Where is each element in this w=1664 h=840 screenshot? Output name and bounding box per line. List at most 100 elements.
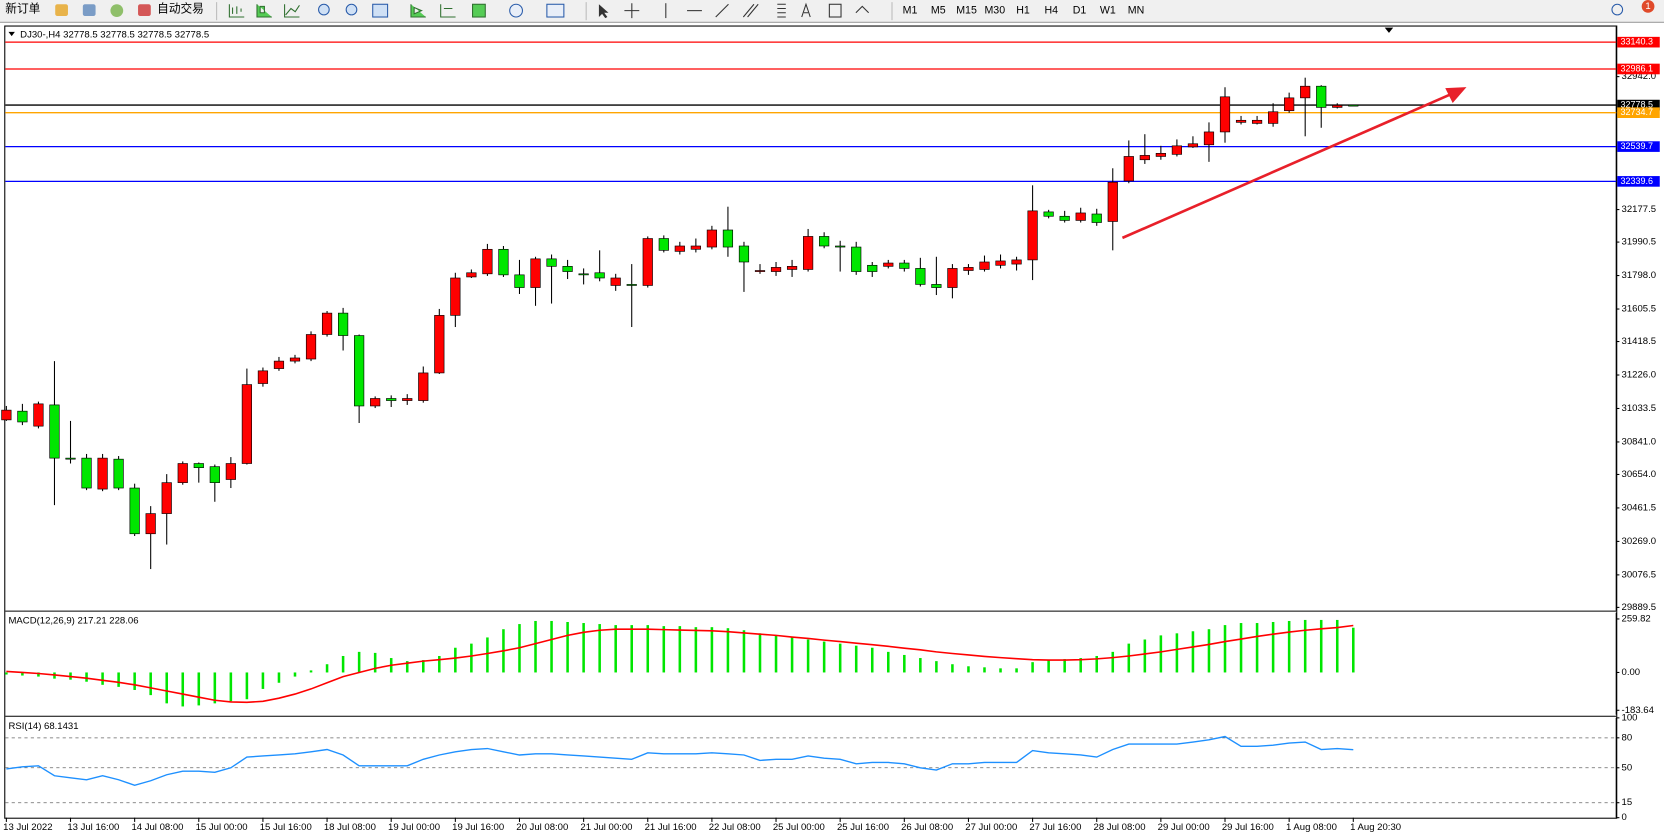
x-tick-label: 14 Jul 08:00 — [131, 822, 183, 833]
y-tick-label: 32177.5 — [1622, 204, 1657, 215]
macd-bar — [550, 620, 553, 673]
y-tick-label: 30269.0 — [1622, 536, 1657, 547]
macd-bar — [1063, 659, 1066, 673]
autoscroll-icon[interactable] — [410, 4, 426, 18]
x-tick-label: 26 Jul 08:00 — [901, 822, 953, 833]
macd-bar — [887, 651, 890, 673]
candle-icon[interactable] — [256, 4, 272, 18]
candle-body — [931, 284, 942, 288]
shift-marker — [1384, 27, 1394, 33]
macd-bar — [37, 672, 40, 677]
timeframe-button[interactable]: M30 — [984, 4, 1005, 16]
x-axis: 13 Jul 2022 13 Jul 16:00 14 Jul 08:00 15 Ju… — [3, 817, 1401, 833]
bar-chart-icon[interactable] — [228, 4, 245, 18]
y-tick-label: 31418.5 — [1622, 336, 1657, 347]
indicator-title: DJ30-,H4 32778.5 32778.5 32778.5 32778.5 — [20, 30, 209, 41]
candle-body — [915, 268, 926, 285]
candle-body — [402, 398, 413, 401]
y-tick-label: 31798.0 — [1622, 270, 1657, 281]
timeframe-button[interactable]: H4 — [1045, 4, 1059, 16]
macd-bar — [1047, 660, 1050, 673]
timeframe-button[interactable]: MN — [1128, 4, 1145, 16]
tile-icon[interactable] — [372, 3, 389, 18]
candle-body — [1155, 153, 1166, 157]
indicator-title: RSI(14) 68.1431 — [8, 721, 78, 732]
menu-marker — [8, 31, 15, 37]
candle-body — [305, 334, 317, 360]
search-icon[interactable] — [1611, 3, 1624, 16]
candle-body — [482, 248, 493, 275]
macd-bar — [85, 672, 88, 682]
x-tick-label: 21 Jul 00:00 — [580, 822, 632, 833]
new-order-button[interactable]: 新订单 — [5, 2, 40, 16]
macd-bar — [261, 672, 265, 689]
macd-bar — [277, 672, 281, 683]
icon[interactable] — [55, 4, 68, 16]
chart-window: DJ30-,H4 32778.5 32778.5 32778.5 32778.5… — [1, 26, 1660, 833]
timeframe-button[interactable]: H1 — [1016, 4, 1030, 16]
candle-body — [49, 404, 60, 459]
x-tick-label: 13 Jul 2022 — [3, 822, 52, 833]
candle-body — [1011, 259, 1022, 265]
arrows-tool[interactable] — [855, 5, 870, 14]
candle-body — [209, 466, 220, 483]
candle-body — [851, 246, 862, 272]
candle-body — [883, 262, 894, 267]
macd-bar — [1175, 633, 1179, 673]
candle-body — [610, 277, 621, 286]
candle-body — [1075, 212, 1086, 221]
timeframe-button[interactable]: D1 — [1073, 4, 1087, 16]
candle-body — [1348, 104, 1359, 107]
rsi-line — [6, 735, 1354, 786]
y-tick-label: 29889.5 — [1622, 602, 1657, 613]
candle-body — [979, 261, 990, 270]
candle-body — [867, 264, 878, 272]
icon[interactable] — [138, 4, 151, 16]
fibo-tool[interactable] — [777, 3, 786, 18]
macd-bar — [197, 672, 201, 706]
line-icon[interactable] — [284, 4, 300, 18]
templates-icon[interactable] — [546, 3, 565, 18]
crosshair-tool[interactable] — [624, 3, 640, 19]
label-tool[interactable] — [828, 3, 842, 18]
zoom-in[interactable] — [318, 3, 330, 16]
trendline-tool[interactable] — [715, 3, 729, 18]
macd-bar — [870, 647, 874, 673]
candle-body — [386, 398, 397, 401]
auto-trading-button[interactable]: 自动交易 — [157, 2, 204, 16]
indicators-icon[interactable] — [472, 3, 486, 18]
text-tool[interactable] — [801, 2, 811, 18]
candle-body — [1300, 85, 1311, 99]
price-line-tag — [1617, 107, 1660, 118]
candle-body — [1043, 211, 1054, 217]
timeframe-button[interactable]: M15 — [956, 4, 977, 16]
icon[interactable] — [110, 4, 124, 18]
candle-body — [770, 267, 782, 272]
cursor-tool[interactable] — [598, 4, 609, 19]
macd-bar — [245, 672, 249, 700]
candle-body — [1139, 155, 1150, 161]
timeframe-button[interactable]: M1 — [903, 4, 918, 16]
macd-bar — [421, 660, 425, 673]
toolbar: 新订单 自动交易 M1 M5 M15 M30 H1 H4 D1 W1 MN 1 — [0, 0, 1664, 23]
periods-icon[interactable] — [509, 3, 523, 18]
candle-body — [642, 238, 653, 286]
icon[interactable] — [82, 4, 96, 16]
zoom-out[interactable] — [345, 3, 358, 16]
price-line-tag — [1617, 99, 1660, 111]
notification-badge[interactable] — [1641, 0, 1655, 13]
macd-bar — [774, 635, 778, 673]
shift-icon[interactable] — [440, 4, 456, 18]
candle-body — [803, 236, 814, 270]
y-tick-label: 31990.5 — [1622, 237, 1657, 248]
timeframe-button[interactable]: M5 — [931, 4, 946, 16]
timeframe-button[interactable]: W1 — [1100, 4, 1116, 16]
x-tick-label: 25 Jul 00:00 — [773, 822, 825, 833]
indicator-title: MACD(12,26,9) 217.21 228.06 — [8, 616, 138, 627]
candle-body — [626, 284, 637, 286]
toolbar-bg — [0, 0, 1664, 23]
y-tick-label: 32942.0 — [1622, 71, 1657, 82]
channel-tool[interactable] — [742, 3, 759, 18]
macd-bar — [790, 637, 794, 673]
candle-body — [129, 487, 140, 535]
